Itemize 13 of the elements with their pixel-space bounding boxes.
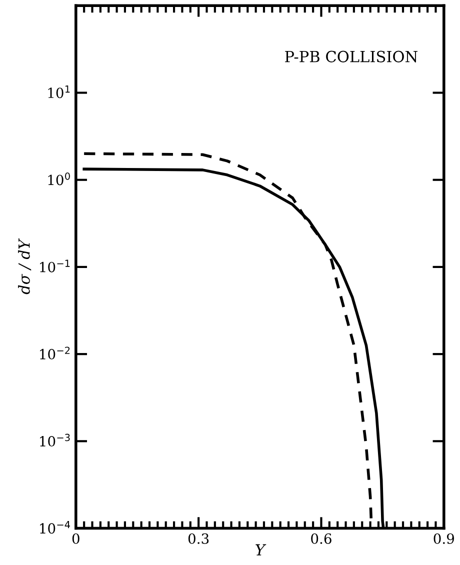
y-tick-label: 10$^{−3}$ [40,434,70,447]
x-tick-label: 0 [72,533,80,544]
y-axis-title: dσ / dY [18,238,32,294]
y-tick-label: 10$^{−1}$ [40,260,70,272]
y-tick-label: 10$^{−2}$ [40,346,70,360]
y-tick-label: 10$^{0}$ [48,172,70,186]
x-tick-label: 0.6 [311,533,332,544]
y-tick-label: 10$^{−4}$ [40,521,70,534]
x-tick-label: 0.9 [434,533,454,544]
annotation: P-PB COLLISION [285,50,418,62]
x-tick-label: 0.3 [188,533,209,544]
y-tick-label: 10$^{1}$ [48,86,70,98]
x-axis-title: Y [256,544,266,556]
